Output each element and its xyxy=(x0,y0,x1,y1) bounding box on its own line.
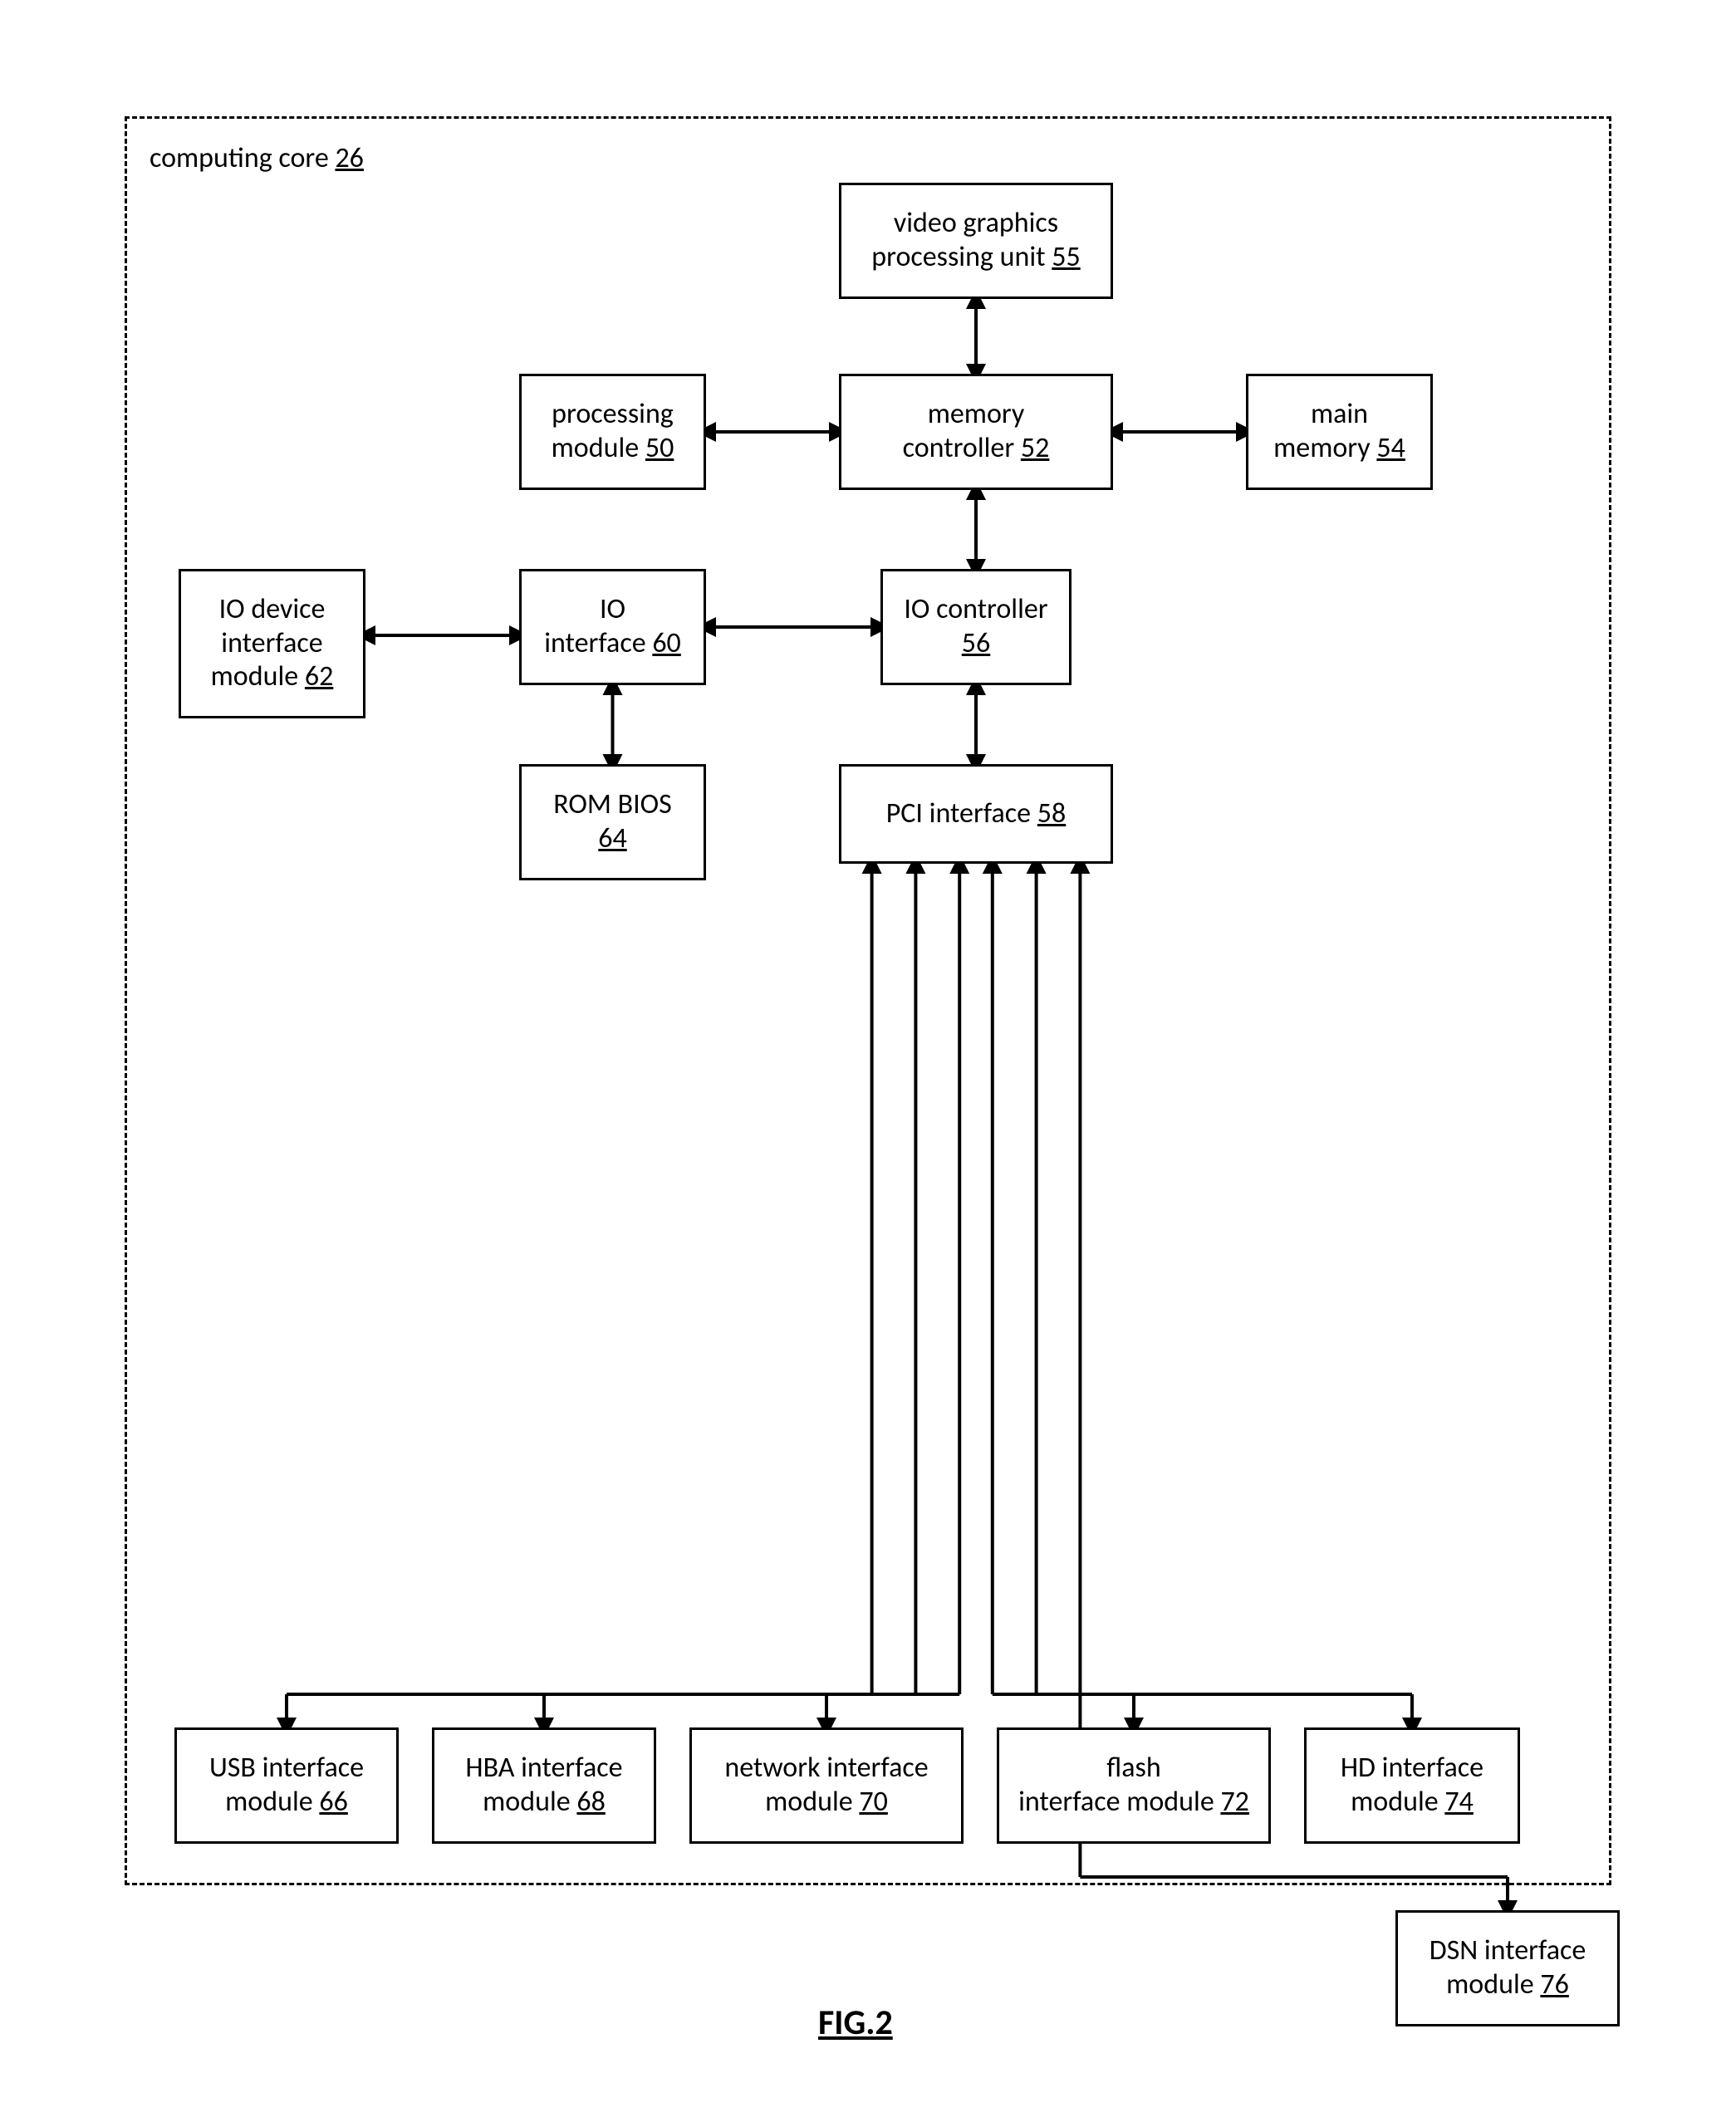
node-hba_if-line: HBA interface xyxy=(465,1752,622,1786)
node-io_if-line: IO xyxy=(600,593,625,627)
node-rom_bios-ref: 64 xyxy=(598,822,626,856)
node-dsn_if-line: DSN interface xyxy=(1430,1934,1586,1968)
computing-core-label-ref: 26 xyxy=(335,141,363,175)
node-hd_if-ref: 74 xyxy=(1444,1785,1473,1819)
node-dsn_if-line: module 76 xyxy=(1446,1968,1569,2002)
node-io_dev-line: IO device xyxy=(219,593,326,627)
node-net_if-ref: 70 xyxy=(859,1785,887,1819)
node-flash_if: flashinterface module 72 xyxy=(997,1727,1271,1844)
node-io_if-line: interface 60 xyxy=(544,627,681,661)
node-pci_if-ref: 58 xyxy=(1037,796,1066,831)
node-io_dev-ref: 62 xyxy=(305,659,333,693)
node-main_mem-line: main xyxy=(1311,398,1368,432)
node-main_mem-line: memory 54 xyxy=(1273,432,1405,466)
node-mem_ctrl: memorycontroller 52 xyxy=(839,374,1113,490)
node-vgpu-line: processing unit 55 xyxy=(871,241,1080,275)
diagram-canvas: computing core 26 FIG.2 video graphicspr… xyxy=(0,0,1736,2117)
node-usb_if: USB interfacemodule 66 xyxy=(174,1727,399,1844)
node-flash_if-ref: 72 xyxy=(1220,1785,1248,1819)
node-hba_if-line: module 68 xyxy=(483,1786,606,1820)
figure-label: FIG.2 xyxy=(818,2002,893,2044)
node-io_ctrl-line: IO controller xyxy=(904,593,1047,627)
node-vgpu-ref: 55 xyxy=(1052,240,1080,274)
node-vgpu: video graphicsprocessing unit 55 xyxy=(839,183,1113,299)
node-mem_ctrl-ref: 52 xyxy=(1021,431,1049,465)
node-hba_if-ref: 68 xyxy=(576,1785,605,1819)
node-vgpu-line: video graphics xyxy=(894,207,1058,241)
node-usb_if-line: USB interface xyxy=(209,1752,364,1786)
node-rom_bios: ROM BIOS64 xyxy=(519,764,706,880)
node-hd_if-line: HD interface xyxy=(1341,1752,1483,1786)
node-net_if: network interfacemodule 70 xyxy=(689,1727,964,1844)
node-rom_bios-line: ROM BIOS xyxy=(553,788,672,822)
node-usb_if-line: module 66 xyxy=(225,1786,348,1820)
node-io_dev: IO deviceinterfacemodule 62 xyxy=(179,569,365,718)
node-io_ctrl: IO controller56 xyxy=(880,569,1072,685)
node-main_mem: mainmemory 54 xyxy=(1246,374,1433,490)
node-proc_mod-ref: 50 xyxy=(645,431,674,465)
computing-core-label-prefix: computing core xyxy=(150,141,335,175)
node-main_mem-ref: 54 xyxy=(1376,431,1405,465)
node-io_ctrl-ref: 56 xyxy=(962,627,990,661)
node-pci_if-line: PCI interface 58 xyxy=(886,797,1067,831)
node-mem_ctrl-line: memory xyxy=(928,398,1025,432)
node-hd_if: HD interfacemodule 74 xyxy=(1304,1727,1520,1844)
node-usb_if-ref: 66 xyxy=(319,1785,347,1819)
node-hba_if: HBA interfacemodule 68 xyxy=(432,1727,656,1844)
node-flash_if-line: interface module 72 xyxy=(1018,1786,1249,1820)
node-mem_ctrl-line: controller 52 xyxy=(903,432,1050,466)
node-proc_mod-line: module 50 xyxy=(552,432,674,466)
node-net_if-line: module 70 xyxy=(765,1786,888,1820)
node-io_dev-line: interface xyxy=(221,627,322,661)
node-io_if-ref: 60 xyxy=(652,626,680,660)
node-net_if-line: network interface xyxy=(724,1752,928,1786)
node-dsn_if: DSN interfacemodule 76 xyxy=(1395,1910,1620,2026)
node-io_if: IOinterface 60 xyxy=(519,569,706,685)
node-proc_mod: processingmodule 50 xyxy=(519,374,706,490)
node-pci_if: PCI interface 58 xyxy=(839,764,1113,864)
node-dsn_if-ref: 76 xyxy=(1540,1968,1568,2002)
node-flash_if-line: flash xyxy=(1106,1752,1160,1786)
node-proc_mod-line: processing xyxy=(552,398,674,432)
computing-core-label: computing core 26 xyxy=(150,141,364,175)
node-hd_if-line: module 74 xyxy=(1351,1786,1474,1820)
node-io_dev-line: module 62 xyxy=(211,660,334,694)
